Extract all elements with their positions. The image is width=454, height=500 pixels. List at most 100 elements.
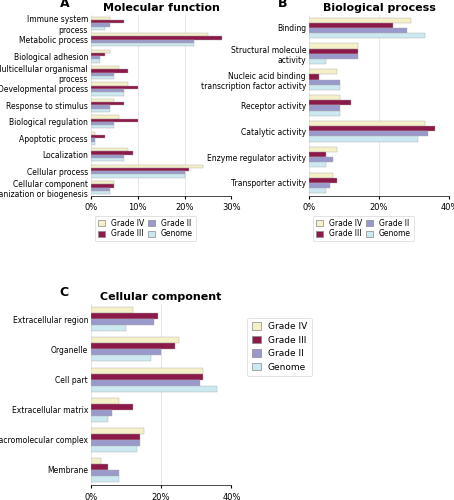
Bar — [91, 76, 114, 79]
Bar — [91, 314, 158, 320]
Bar — [91, 122, 114, 125]
Bar — [91, 72, 114, 76]
Bar — [91, 356, 151, 362]
Bar — [309, 121, 425, 126]
Bar — [91, 82, 128, 86]
Title: Biological process: Biological process — [323, 3, 435, 13]
Bar — [91, 307, 133, 314]
Bar — [91, 416, 109, 422]
Bar — [309, 95, 340, 100]
Bar — [309, 131, 429, 136]
Bar — [91, 23, 109, 26]
Text: C: C — [60, 286, 69, 299]
Bar — [309, 178, 337, 183]
Bar — [91, 326, 126, 332]
Bar — [91, 135, 105, 138]
Bar — [309, 136, 418, 141]
Bar — [91, 191, 109, 194]
Bar — [91, 174, 185, 178]
Bar — [91, 440, 140, 446]
Bar — [91, 188, 109, 191]
Bar — [309, 162, 326, 168]
Bar — [91, 410, 112, 416]
Bar — [309, 74, 319, 80]
Bar — [91, 20, 123, 23]
Title: Cellular component: Cellular component — [100, 292, 222, 302]
Bar — [91, 60, 100, 62]
Bar — [91, 168, 189, 171]
Bar — [91, 118, 138, 122]
Bar — [91, 164, 203, 168]
Bar — [309, 28, 407, 33]
Bar — [309, 69, 337, 74]
Bar — [91, 132, 95, 135]
Bar — [91, 344, 175, 349]
Bar — [309, 126, 435, 131]
Bar — [91, 33, 208, 36]
Bar — [91, 40, 194, 43]
Legend: Grade IV, Grade III, Grade II, Genome: Grade IV, Grade III, Grade II, Genome — [94, 216, 196, 242]
Bar — [309, 84, 340, 90]
Bar — [91, 92, 123, 96]
Bar — [91, 86, 138, 89]
Bar — [91, 184, 114, 188]
Bar — [91, 53, 105, 56]
Bar — [91, 158, 123, 162]
Bar — [309, 48, 358, 54]
Bar — [309, 172, 333, 178]
Bar — [91, 374, 203, 380]
Bar — [309, 59, 326, 64]
Bar — [309, 188, 326, 193]
Bar — [91, 446, 137, 452]
Bar — [309, 106, 340, 110]
Bar — [91, 368, 203, 374]
Title: Molecular function: Molecular function — [103, 3, 220, 13]
Bar — [91, 476, 119, 482]
Bar — [91, 148, 128, 152]
Bar — [309, 146, 337, 152]
Bar — [91, 458, 101, 464]
Legend: Grade IV, Grade III, Grade II, Genome: Grade IV, Grade III, Grade II, Genome — [247, 318, 312, 376]
Bar — [91, 69, 128, 72]
Bar — [309, 18, 411, 22]
Bar — [91, 43, 194, 46]
Bar — [309, 44, 358, 49]
Bar — [91, 66, 119, 69]
Bar — [91, 171, 185, 174]
Bar — [91, 154, 123, 158]
Bar — [91, 428, 143, 434]
Bar — [91, 125, 114, 128]
Bar — [91, 16, 109, 20]
Bar — [91, 56, 100, 59]
Bar — [91, 398, 119, 404]
Bar — [91, 115, 119, 118]
Bar — [91, 320, 154, 326]
Bar — [91, 99, 114, 102]
Bar — [91, 89, 123, 92]
Bar — [309, 152, 326, 157]
Bar — [309, 33, 425, 38]
Bar — [91, 36, 222, 40]
Text: A: A — [60, 0, 69, 10]
Bar — [91, 138, 95, 141]
Bar — [91, 404, 133, 409]
Legend: Grade IV, Grade III, Grade II, Genome: Grade IV, Grade III, Grade II, Genome — [313, 216, 414, 242]
Bar — [91, 108, 109, 112]
Bar — [91, 338, 179, 344]
Bar — [309, 80, 340, 84]
Bar — [309, 54, 358, 59]
Bar — [91, 434, 140, 440]
Bar — [91, 386, 217, 392]
Bar — [91, 181, 114, 184]
Bar — [91, 152, 133, 154]
Bar — [91, 102, 123, 106]
Text: B: B — [278, 0, 287, 10]
Bar — [309, 22, 393, 28]
Bar — [91, 26, 105, 30]
Bar — [91, 50, 109, 53]
Bar — [91, 106, 109, 108]
Bar — [309, 183, 330, 188]
Bar — [91, 380, 200, 386]
Bar — [91, 464, 109, 470]
Bar — [309, 157, 333, 162]
